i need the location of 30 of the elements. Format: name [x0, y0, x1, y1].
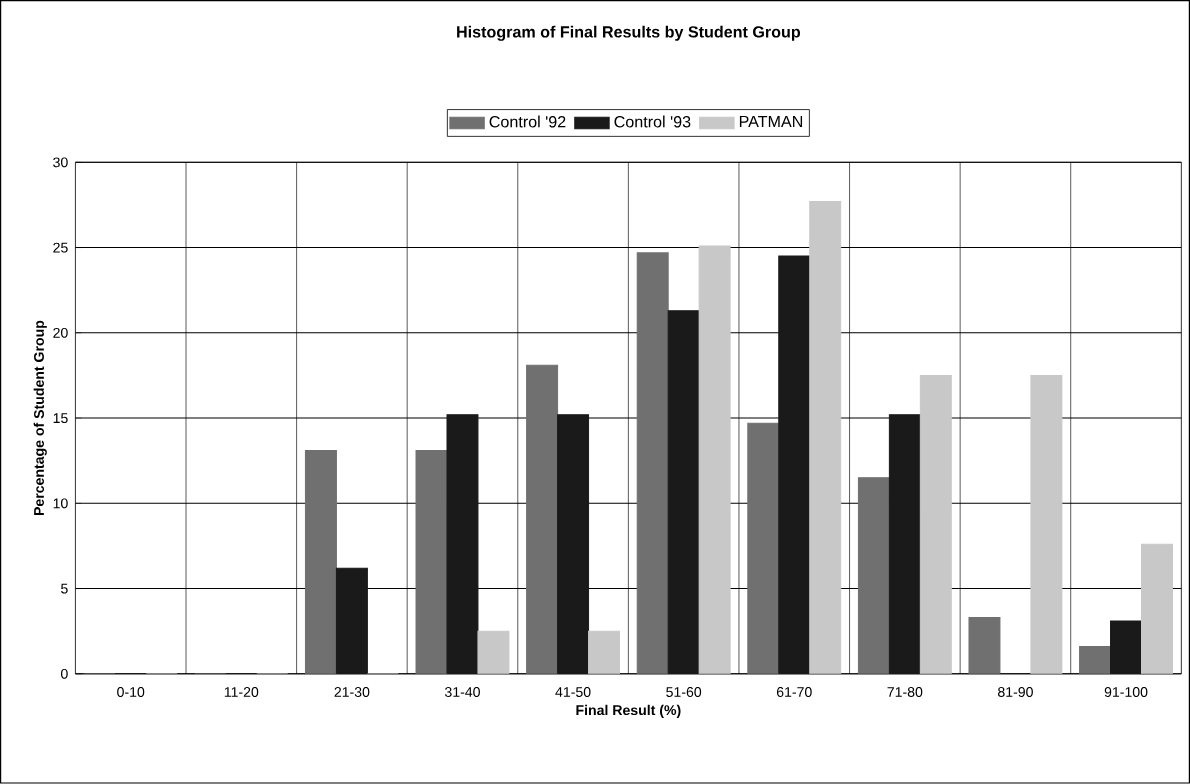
y-axis-title: Percentage of Student Group	[33, 320, 47, 516]
x-tick-label: 81-90	[998, 687, 1033, 698]
chart-title: Histogram of Final Results by Student Group	[457, 25, 801, 42]
legend-label: Control '92	[489, 115, 566, 128]
x-tick-label: 31-40	[444, 687, 480, 698]
x-tick-label: 51-60	[666, 687, 702, 698]
x-tick-label: 11-20	[224, 687, 259, 698]
bar	[557, 414, 590, 675]
bar	[778, 255, 811, 675]
x-tick-label: 41-50	[555, 687, 591, 698]
legend-label: Control '93	[614, 115, 691, 128]
y-tick-label: 10	[53, 498, 68, 509]
legend-label: PATMAN	[739, 116, 803, 128]
x-tick-label: 21-30	[334, 687, 370, 698]
x-tick-label: 91-100	[1104, 687, 1148, 698]
bar	[335, 567, 368, 675]
bar	[667, 310, 700, 675]
x-tick-label: 71-80	[887, 687, 923, 698]
y-tick-label: 0	[60, 669, 68, 680]
y-tick-label: 15	[53, 413, 68, 424]
bar	[446, 414, 479, 675]
y-tick-label: 30	[53, 157, 68, 168]
bar	[888, 414, 921, 675]
bar	[1110, 620, 1143, 675]
y-tick-label: 25	[53, 242, 68, 253]
x-tick-label: 0-10	[117, 687, 145, 698]
x-tick-label: 61-70	[776, 687, 812, 698]
x-axis-title: Final Result (%)	[576, 704, 681, 719]
y-tick-label: 20	[53, 328, 68, 339]
y-tick-label: 5	[61, 583, 68, 594]
